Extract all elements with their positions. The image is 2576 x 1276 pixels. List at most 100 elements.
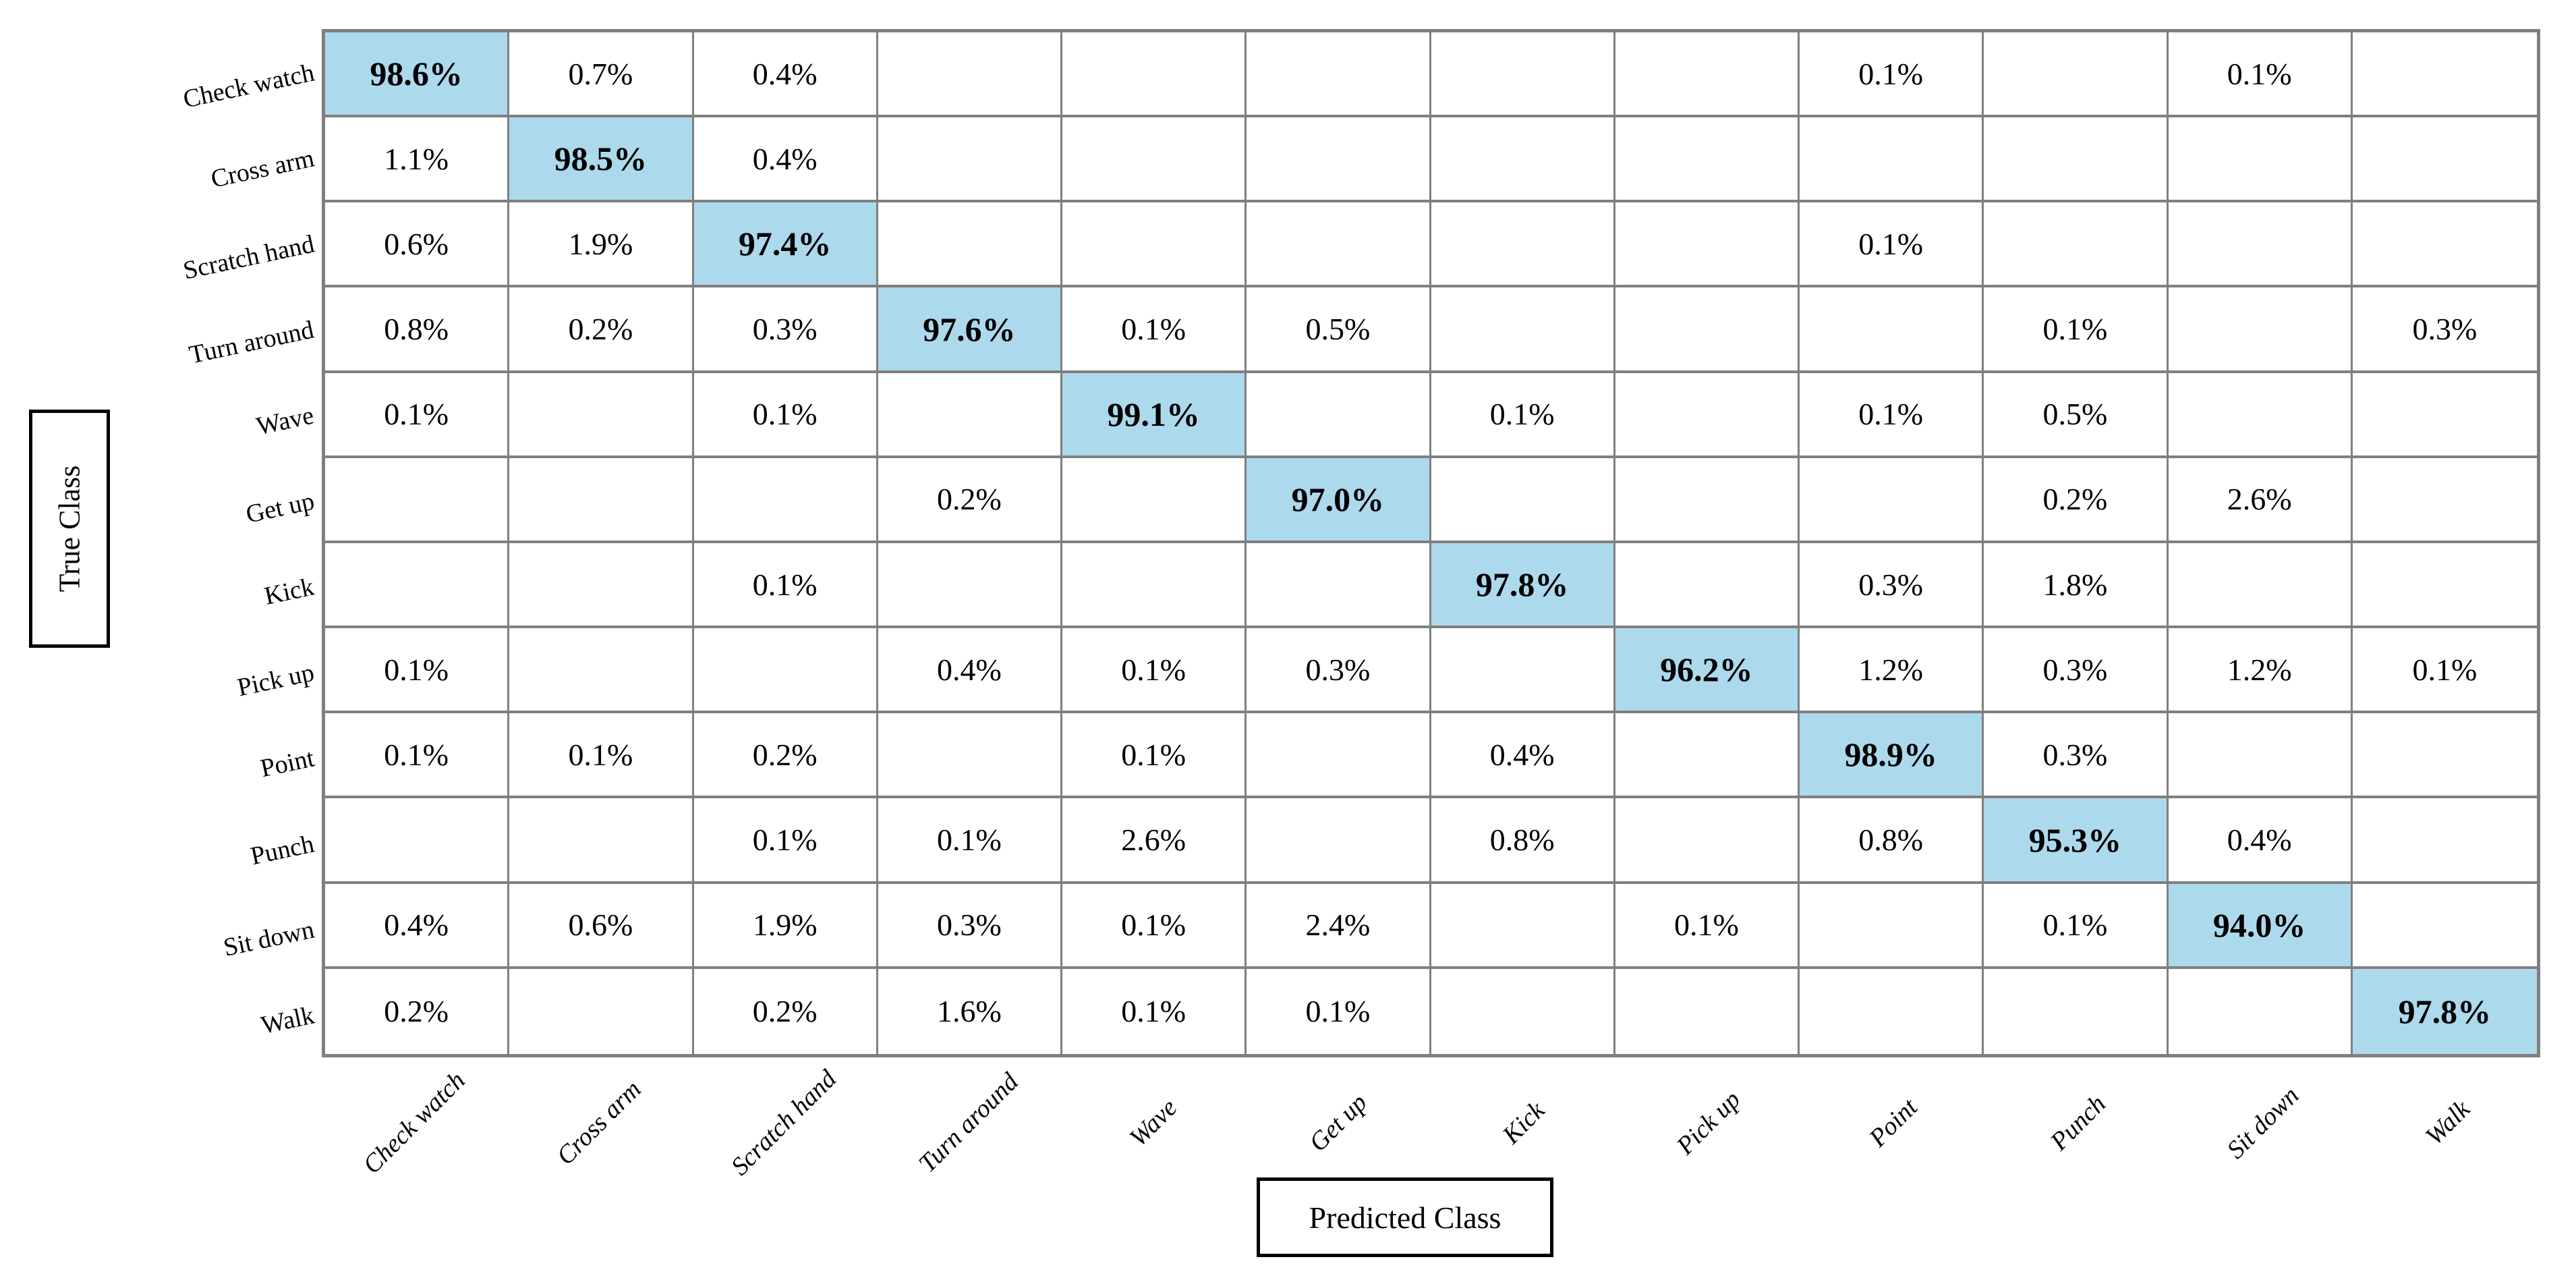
matrix-cell: 0.8% [325,287,510,373]
matrix-cell: 0.4% [1431,713,1615,799]
matrix-cell: 1.2% [1800,628,1984,714]
matrix-cell: 0.2% [509,287,694,373]
matrix-cell [1062,457,1247,543]
matrix-cell: 0.3% [1800,543,1984,629]
matrix-cell-diagonal: 99.1% [1062,372,1247,458]
row-label-kick: Kick [262,572,317,611]
matrix-cell [1615,117,1800,203]
col-label-walk: Walk [2420,1094,2476,1151]
matrix-cell [878,543,1062,629]
matrix-cell [2168,202,2353,288]
matrix-cell [1615,287,1800,373]
matrix-cell: 0.1% [1431,372,1615,458]
matrix-cell: 1.8% [1984,543,2169,629]
matrix-cell: 0.1% [878,798,1062,884]
matrix-cell: 0.3% [1984,628,2169,714]
matrix-cell: 2.6% [1062,798,1247,884]
matrix-cell-diagonal: 94.0% [2168,883,2353,969]
matrix-cell: 0.1% [2352,628,2537,714]
matrix-cell: 0.1% [2168,32,2353,118]
matrix-cell: 0.4% [325,883,510,969]
matrix-cell-diagonal: 98.9% [1800,713,1984,799]
col-label-check-watch: Check watch [357,1066,471,1180]
matrix-cell: 0.3% [693,287,878,373]
matrix-cell [1800,883,1984,969]
matrix-cell [1615,202,1800,288]
matrix-cell [1615,32,1800,118]
row-label-turn-around: Turn around [187,314,317,370]
x-axis-label-box: Predicted Class [1257,1177,1553,1257]
matrix-cell [878,202,1062,288]
matrix-cell [1615,968,1800,1054]
row-label-scratch-hand: Scratch hand [180,229,317,285]
col-label-cross-arm: Cross arm [551,1075,647,1171]
matrix-cell [1247,798,1431,884]
row-label-wave: Wave [254,400,317,441]
matrix-cell [1615,457,1800,543]
matrix-cell: 0.1% [693,798,878,884]
row-label-cross-arm: Cross arm [208,143,317,194]
matrix-cell: 0.6% [325,202,510,288]
matrix-cell [1431,202,1615,288]
col-label-pick-up: Pick up [1671,1085,1746,1161]
matrix-cell [1062,543,1247,629]
matrix-cell: 0.1% [1062,628,1247,714]
matrix-cell [2168,117,2353,203]
matrix-cell [1247,713,1431,799]
matrix-cell [325,457,510,543]
matrix-cell [2168,372,2353,458]
row-label-check-watch: Check watch [180,57,317,114]
matrix-cell [2352,117,2537,203]
matrix-cell: 1.9% [509,202,694,288]
matrix-cell: 0.1% [325,372,510,458]
matrix-grid: 98.6% 0.7% 0.4% 0.1% 0.1% 1.1% 98.5% 0.4% 0.6% 1.… [322,29,2540,1057]
matrix-cell [2352,798,2537,884]
matrix-cell-diagonal: 98.5% [509,117,694,203]
matrix-cell: 1.1% [325,117,510,203]
matrix-cell: 0.6% [509,883,694,969]
y-axis-label: True Class [53,465,86,592]
matrix-cell [1800,968,1984,1054]
matrix-cell: 0.3% [878,883,1062,969]
col-label-get-up: Get up [1304,1088,1373,1158]
matrix-cell [1431,287,1615,373]
matrix-cell: 0.2% [693,713,878,799]
matrix-cell [1431,628,1615,714]
matrix-cell: 0.4% [2168,798,2353,884]
matrix-cell [509,798,694,884]
matrix-cell [1062,202,1247,288]
matrix-cell: 0.1% [1062,713,1247,799]
matrix-cell: 0.1% [1062,883,1247,969]
matrix-cell [1800,287,1984,373]
matrix-cell [1615,372,1800,458]
row-label-point: Point [258,743,317,783]
matrix-cell: 0.3% [2352,287,2537,373]
matrix-cell [1984,117,2169,203]
matrix-cell-diagonal: 97.6% [878,287,1062,373]
row-label-get-up: Get up [243,486,317,529]
col-label-turn-around: Turn around [913,1067,1025,1178]
matrix-cell-diagonal: 98.6% [325,32,510,118]
matrix-cell: 0.1% [325,628,510,714]
row-label-sit-down: Sit down [221,914,317,962]
matrix-cell: 0.1% [1984,287,2169,373]
matrix-cell: 0.1% [1800,202,1984,288]
matrix-cell: 0.7% [509,32,694,118]
matrix-cell [693,457,878,543]
matrix-cell [2352,884,2537,969]
matrix-cell [1984,32,2169,118]
matrix-cell [2352,32,2537,118]
matrix-cell [2169,968,2353,1054]
matrix-cell: 0.4% [693,117,878,203]
matrix-cell: 0.1% [693,372,878,458]
matrix-cell [509,968,694,1054]
matrix-cell-diagonal: 97.8% [1431,543,1615,629]
matrix-cell: 0.1% [1247,968,1431,1054]
matrix-cell [878,713,1062,799]
matrix-cell: 0.1% [693,543,878,629]
matrix-cell [1062,32,1247,118]
matrix-cell: 1.6% [878,968,1062,1054]
matrix-cell-diagonal: 96.2% [1615,628,1800,714]
matrix-cell [1431,117,1615,203]
